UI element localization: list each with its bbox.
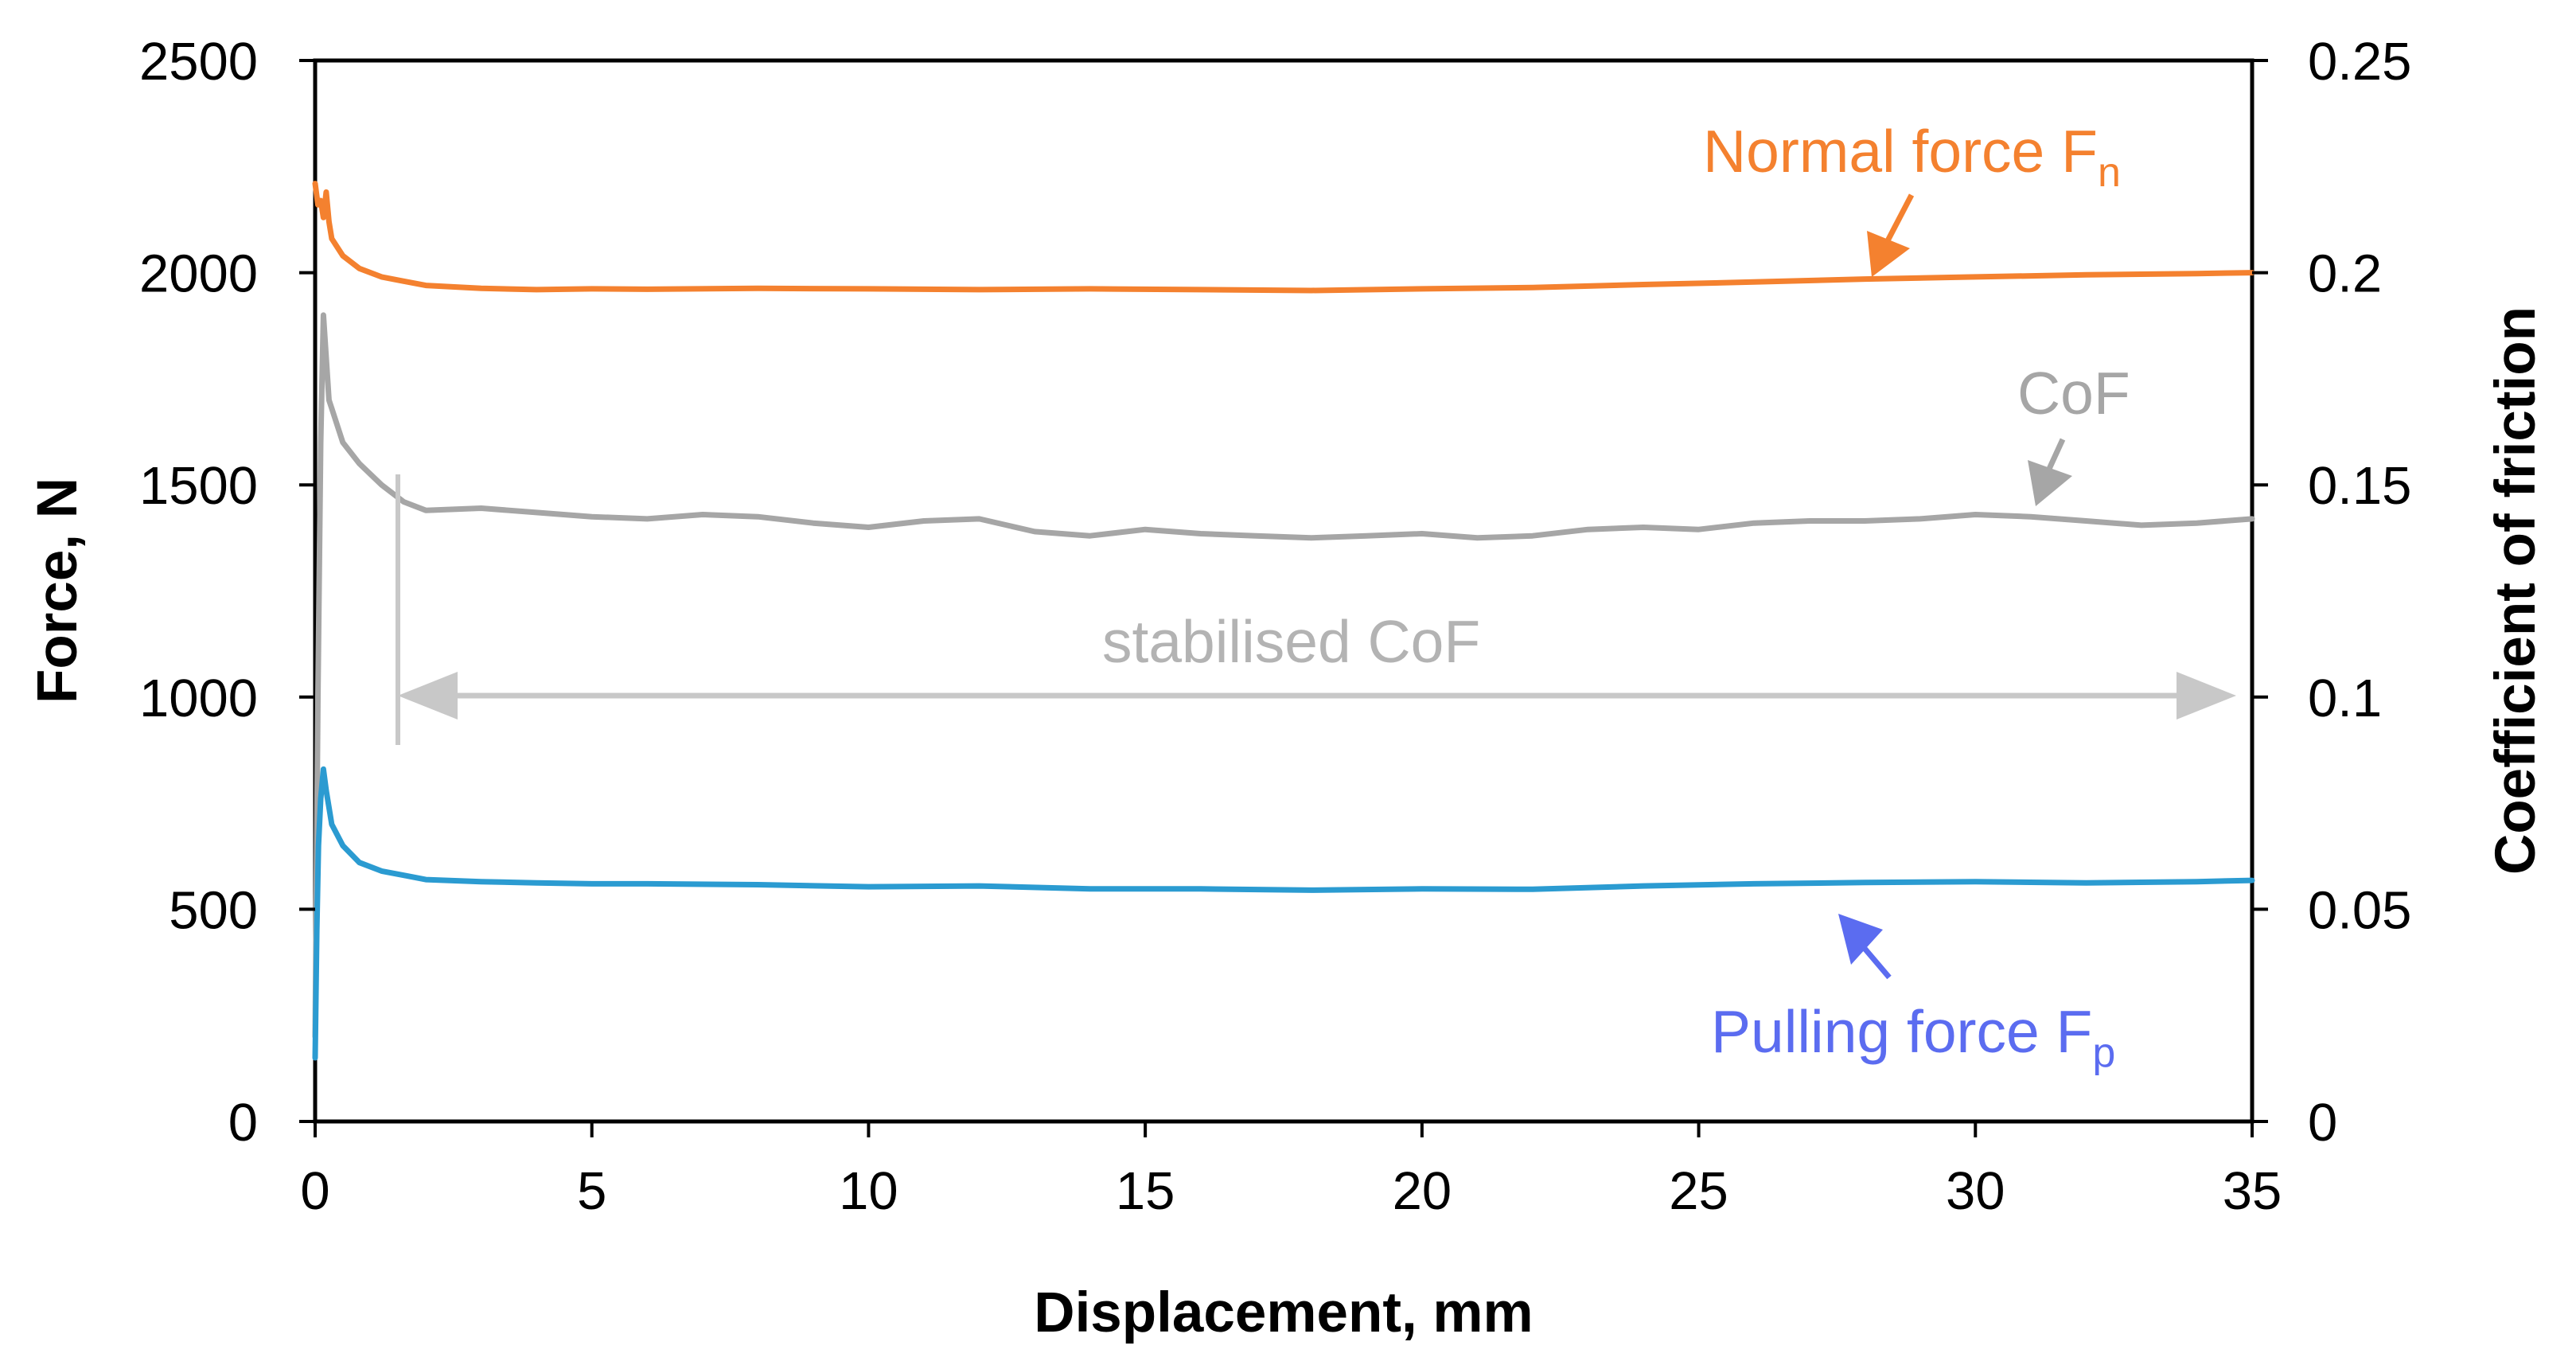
pulling-force-label: Pulling force Fp	[1711, 998, 2115, 1076]
y2-tick-label: 0	[2308, 1093, 2337, 1153]
stabilised-label: stabilised CoF	[1102, 608, 1480, 675]
x-tick-label: 30	[1946, 1161, 2005, 1221]
plot-frame	[313, 58, 2254, 1124]
y-tick-label: 1000	[139, 669, 258, 728]
pulling-force-arrow	[1838, 914, 1892, 980]
x-tick-label: 20	[1393, 1161, 1452, 1221]
cof-arrow	[2028, 438, 2072, 506]
y2-tick-label: 0.1	[2308, 669, 2382, 728]
y-axis-left: 0 500 1000 1500 2000 2500	[139, 32, 315, 1153]
series-line-normal-force-fn	[312, 181, 2255, 294]
x-tick-label: 25	[1669, 1161, 1728, 1221]
cof-label: CoF	[2017, 360, 2130, 427]
x-axis-title: Displacement, mm	[1034, 1281, 1533, 1344]
y-tick-label: 2500	[139, 32, 258, 92]
x-tick-label: 35	[2223, 1161, 2282, 1221]
y-axis-title: Force, N	[26, 478, 89, 704]
series-line-cof	[312, 312, 2255, 1039]
y2-tick-label: 0.15	[2308, 456, 2411, 516]
y-tick-label: 500	[169, 880, 258, 940]
x-axis: 0 5 10 15 20 25 30 35	[300, 1121, 2282, 1221]
x-tick-label: 0	[300, 1161, 329, 1221]
stabilised-range-arrow	[396, 474, 2236, 745]
annotation-layer: Normal force Fn CoF stabilised CoF Pulli…	[396, 118, 2236, 1076]
y2-tick-label: 0.2	[2308, 244, 2382, 304]
y-tick-label: 2000	[139, 244, 258, 304]
y-tick-label: 1500	[139, 456, 258, 516]
x-tick-label: 10	[839, 1161, 898, 1221]
series-layer	[312, 181, 2255, 1061]
y-tick-label: 0	[228, 1093, 258, 1153]
x-tick-label: 5	[577, 1161, 606, 1221]
normal-force-label: Normal force Fn	[1703, 118, 2121, 196]
y2-tick-label: 0.25	[2308, 32, 2411, 92]
y2-axis-title: Coefficient of friction	[2484, 306, 2547, 875]
x-tick-label: 15	[1116, 1161, 1175, 1221]
normal-force-arrow	[1867, 193, 1915, 277]
y2-tick-label: 0.05	[2308, 880, 2411, 940]
y-axis-right: 0 0.05 0.1 0.15 0.2 0.25	[2252, 32, 2411, 1153]
series-line-pulling-force-fp	[312, 766, 2255, 1061]
